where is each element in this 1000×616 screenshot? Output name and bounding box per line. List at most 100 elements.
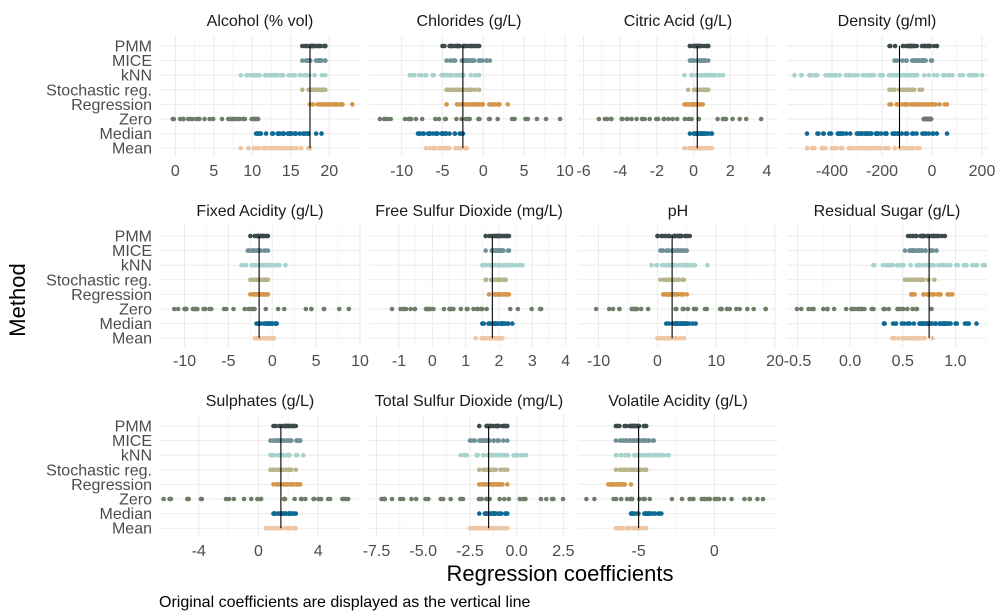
- panel-title: Fixed Acidity (g/L): [196, 203, 323, 220]
- x-axis-title: Regression coefficients: [446, 561, 673, 586]
- y-category-label: kNN: [121, 68, 152, 85]
- data-point: [312, 87, 317, 93]
- facet-panel: Total Sulfur Dioxide (mg/L) -7.5 -5.0 -2.5 0…: [363, 393, 575, 560]
- data-point: [261, 233, 266, 239]
- x-tick-label: -10: [587, 353, 610, 370]
- facet-panel: Sulphates (g/L) -4 0 4 PMMMICEkNNStochastic …: [46, 393, 360, 560]
- data-point: [292, 72, 298, 78]
- data-point: [246, 145, 251, 151]
- data-point: [385, 116, 390, 122]
- data-point: [238, 72, 244, 78]
- data-point: [498, 525, 504, 531]
- data-point: [899, 262, 905, 268]
- data-point: [345, 496, 351, 502]
- data-point: [510, 262, 516, 268]
- y-axis-title: Method: [5, 263, 30, 336]
- data-point: [912, 102, 917, 107]
- data-point: [638, 306, 644, 312]
- data-point: [268, 452, 274, 458]
- data-point: [917, 87, 923, 93]
- data-point: [707, 496, 712, 502]
- data-point: [914, 306, 920, 312]
- data-point: [350, 102, 355, 107]
- series-points: [268, 438, 303, 443]
- data-point: [466, 87, 471, 93]
- data-point: [481, 467, 487, 473]
- data-point: [916, 248, 922, 253]
- data-point: [884, 262, 889, 268]
- data-point: [484, 496, 489, 502]
- data-point: [730, 116, 735, 122]
- data-point: [238, 145, 244, 151]
- data-point: [468, 72, 474, 78]
- series-points: [663, 321, 698, 326]
- data-point: [490, 511, 495, 516]
- y-category-label: Median: [100, 126, 152, 143]
- data-point: [716, 72, 722, 78]
- series-points: [476, 423, 510, 429]
- data-point: [812, 72, 818, 78]
- series-points: [887, 87, 925, 93]
- data-point: [458, 452, 463, 458]
- data-point: [804, 131, 810, 136]
- data-point: [820, 306, 826, 312]
- data-point: [474, 306, 480, 312]
- data-point: [500, 438, 506, 443]
- data-point: [455, 102, 461, 107]
- data-point: [666, 277, 672, 283]
- series-points: [655, 335, 687, 341]
- data-point: [276, 511, 281, 516]
- data-point: [273, 423, 279, 429]
- data-point: [645, 306, 651, 312]
- x-tick-label: 20: [320, 163, 338, 180]
- data-point: [270, 438, 275, 443]
- series-points: [486, 292, 512, 297]
- data-point: [251, 116, 257, 122]
- data-point: [686, 262, 691, 268]
- data-point: [300, 87, 305, 93]
- data-point: [498, 511, 504, 516]
- data-point: [843, 72, 849, 78]
- data-point: [687, 496, 692, 502]
- data-point: [969, 262, 975, 268]
- series-points: [389, 306, 544, 312]
- data-point: [294, 438, 299, 443]
- data-point: [233, 116, 238, 122]
- data-point: [523, 452, 529, 458]
- series-points: [170, 116, 261, 122]
- x-tick-label: -2.5: [456, 543, 484, 560]
- y-category-label: Regression: [71, 477, 152, 494]
- series-points: [415, 131, 466, 136]
- gridlines: [787, 35, 987, 157]
- data-point: [702, 496, 707, 502]
- data-point: [894, 58, 900, 63]
- data-point: [921, 131, 927, 136]
- data-point: [633, 452, 639, 458]
- data-point: [253, 145, 258, 151]
- data-point: [291, 511, 297, 516]
- data-point: [493, 525, 498, 531]
- data-point: [828, 131, 834, 136]
- data-point: [737, 116, 742, 122]
- data-point: [902, 248, 908, 253]
- data-point: [888, 43, 893, 49]
- data-point: [860, 131, 865, 136]
- data-point: [502, 511, 508, 516]
- data-point: [908, 262, 913, 268]
- data-point: [643, 423, 648, 429]
- data-point: [899, 58, 905, 63]
- data-point: [617, 452, 623, 458]
- data-point: [279, 145, 285, 151]
- data-point: [427, 131, 432, 136]
- y-category-label: Mean: [112, 331, 152, 348]
- data-point: [798, 72, 804, 78]
- data-point: [637, 525, 642, 531]
- data-point: [478, 525, 484, 531]
- data-point: [697, 72, 703, 78]
- data-point: [682, 72, 687, 78]
- data-point: [974, 321, 979, 326]
- data-point: [317, 87, 322, 93]
- facet-panel: Citric Acid (g/L) -6 -4 -2 0 2 4: [576, 13, 778, 180]
- facet-panel: Free Sulfur Dioxide (mg/L) -1 0 1 2 3 4: [369, 203, 570, 370]
- data-point: [501, 423, 507, 429]
